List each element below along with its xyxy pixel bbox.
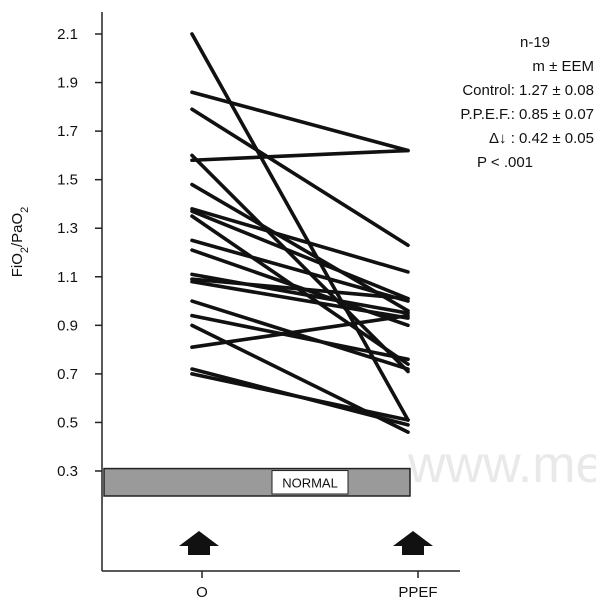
- series-line-6: [190, 207, 410, 274]
- series-line-19: [190, 372, 410, 422]
- x-tick-label-0: O: [196, 584, 208, 601]
- arrow-0: [179, 531, 219, 555]
- normal-label: NORMAL: [282, 475, 338, 490]
- y-axis-label: FiO2/PaO2: [9, 207, 31, 278]
- y-tick-label-2: 1.7: [57, 123, 78, 140]
- annotation-3: P.P.E.F.: 0.85 ± 0.07: [460, 106, 594, 123]
- annotation-4: Δ↓ : 0.42 ± 0.05: [489, 130, 594, 147]
- y-tick-label-8: 0.5: [57, 414, 78, 431]
- series-line-0: [190, 32, 410, 422]
- series-line-15: [190, 313, 410, 362]
- arrow-1: [393, 531, 433, 555]
- normal-band-rect: [103, 467, 411, 497]
- series-line-2: [190, 107, 410, 248]
- series-line-17: [190, 313, 410, 349]
- series-line-12: [190, 277, 410, 301]
- series-line-13: [190, 279, 410, 320]
- data-lines: [190, 32, 410, 434]
- annotation-2: Control: 1.27 ± 0.08: [462, 82, 594, 99]
- axes: 2.1 1.9 1.7 1.5 1.3 1.1 0.9 0.7 0.5 0.3 O PPEF FiO2/…: [9, 12, 460, 601]
- series-line-4: [190, 148, 410, 163]
- normal-band: NORMAL: [103, 467, 411, 497]
- y-tick-label-3: 1.5: [57, 172, 78, 189]
- y-tick-label-9: 0.3: [57, 463, 78, 480]
- y-tick-label-4: 1.3: [57, 220, 78, 237]
- y-tick-label-5: 1.1: [57, 269, 78, 286]
- y-tick-label-7: 0.7: [57, 366, 78, 383]
- watermark: www.medi: [407, 436, 596, 494]
- series-line-9: [190, 238, 410, 303]
- annotations: n-19 m ± EEM Control: 1.27 ± 0.08 P.P.E.F.:…: [460, 34, 594, 171]
- y-tick-label-0: 2.1: [57, 26, 78, 43]
- arrows: [179, 531, 433, 555]
- x-tick-label-1: PPEF: [398, 584, 437, 601]
- annotation-5: P < .001: [477, 154, 533, 171]
- y-tick-label-1: 1.9: [57, 75, 78, 92]
- series-line-7: [190, 209, 410, 301]
- y-tick-label-6: 0.9: [57, 317, 78, 334]
- series-line-3: [190, 153, 410, 374]
- annotation-1: m ± EEM: [532, 58, 594, 75]
- normal-label-box: [271, 470, 349, 495]
- series-line-1: [190, 90, 410, 153]
- annotation-0: n-19: [520, 34, 550, 51]
- series-line-14: [190, 299, 410, 371]
